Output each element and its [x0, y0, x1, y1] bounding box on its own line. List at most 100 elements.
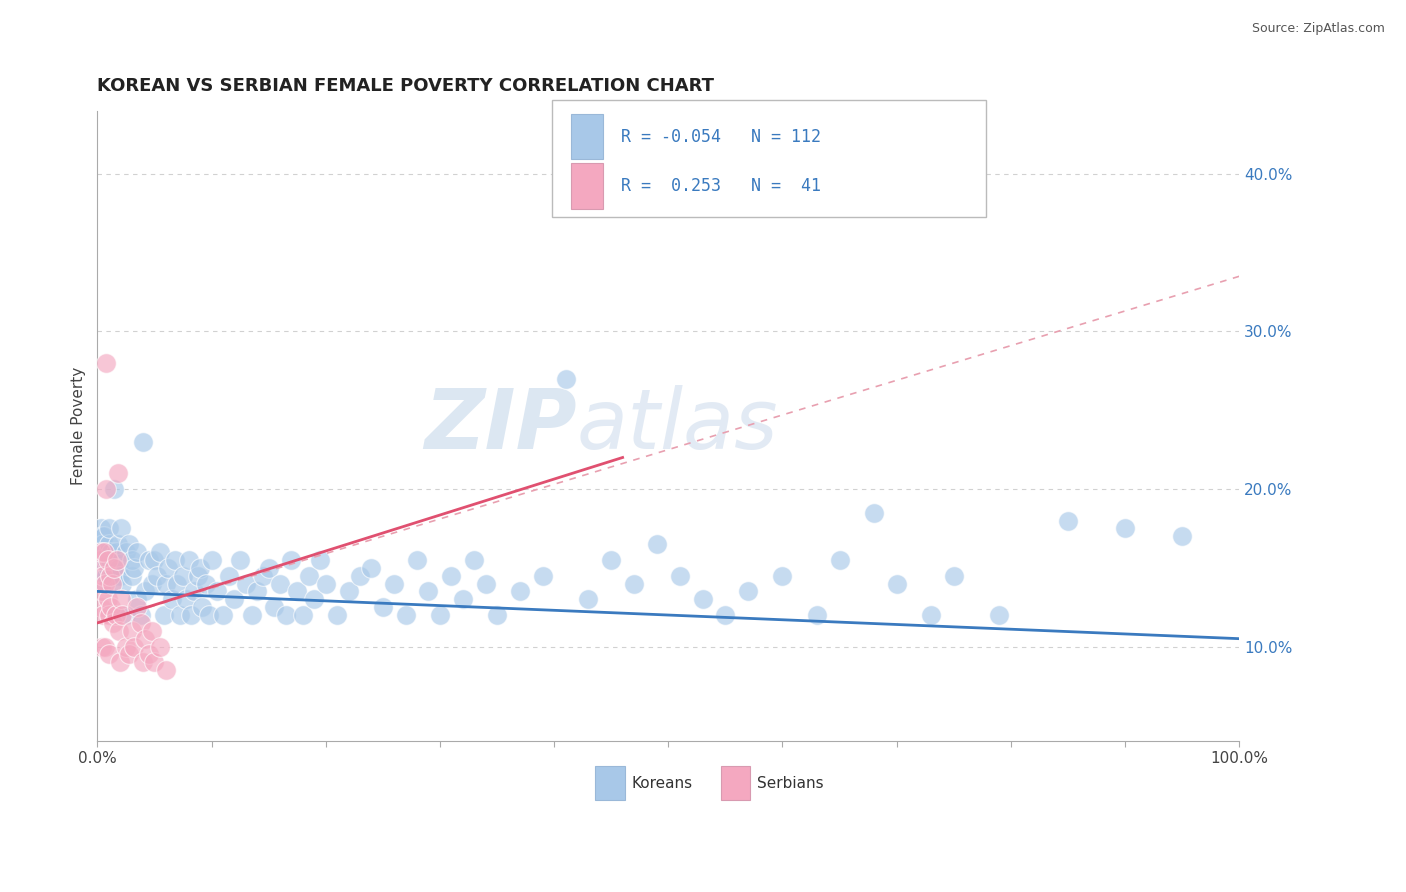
Point — [91, 568, 114, 582]
Point — [198, 608, 221, 623]
Point — [89, 553, 111, 567]
Text: R = -0.054   N = 112: R = -0.054 N = 112 — [621, 128, 821, 145]
Point — [91, 608, 114, 623]
Point — [132, 434, 155, 449]
Point — [118, 537, 141, 551]
Y-axis label: Female Poverty: Female Poverty — [72, 367, 86, 485]
Point — [90, 584, 112, 599]
Point — [90, 521, 112, 535]
Text: Koreans: Koreans — [631, 776, 693, 791]
Point — [1171, 529, 1194, 543]
Point — [107, 537, 129, 551]
Text: atlas: atlas — [576, 385, 779, 467]
Point — [94, 576, 117, 591]
Point — [772, 568, 794, 582]
Point — [141, 576, 163, 591]
Point — [104, 608, 127, 623]
Point — [263, 600, 285, 615]
Point — [149, 545, 172, 559]
Point — [246, 584, 269, 599]
Point — [97, 648, 120, 662]
Bar — [571, 114, 603, 160]
Point — [121, 553, 143, 567]
Point — [97, 553, 120, 567]
Point — [110, 592, 132, 607]
Text: KOREAN VS SERBIAN FEMALE POVERTY CORRELATION CHART: KOREAN VS SERBIAN FEMALE POVERTY CORRELA… — [97, 78, 714, 95]
Point — [138, 648, 160, 662]
Point — [187, 568, 209, 582]
Point — [115, 545, 138, 559]
Point — [155, 576, 177, 591]
Point — [252, 568, 274, 582]
Point — [121, 568, 143, 582]
Point — [160, 592, 183, 607]
Point — [714, 608, 737, 623]
Point — [94, 568, 117, 582]
Point — [668, 568, 690, 582]
Point — [285, 584, 308, 599]
Point — [97, 608, 120, 623]
Point — [191, 600, 214, 615]
Point — [91, 553, 114, 567]
Text: Serbians: Serbians — [758, 776, 824, 791]
Point — [100, 545, 122, 559]
Point — [149, 640, 172, 654]
Point — [212, 608, 235, 623]
Point — [429, 608, 451, 623]
Point — [132, 655, 155, 669]
Point — [129, 608, 152, 623]
Point — [96, 482, 118, 496]
Point — [103, 561, 125, 575]
Point — [166, 576, 188, 591]
Point — [93, 545, 115, 559]
Point — [463, 553, 485, 567]
Point — [304, 592, 326, 607]
Point — [485, 608, 508, 623]
Point — [229, 553, 252, 567]
Point — [134, 632, 156, 646]
Point — [576, 592, 599, 607]
Point — [309, 553, 332, 567]
Point — [297, 568, 319, 582]
Point — [207, 584, 229, 599]
Point — [554, 372, 576, 386]
Point — [96, 356, 118, 370]
Point — [920, 608, 942, 623]
Point — [103, 615, 125, 630]
FancyBboxPatch shape — [551, 100, 986, 217]
Bar — [595, 765, 624, 800]
Point — [129, 615, 152, 630]
Point — [183, 584, 205, 599]
Point — [274, 608, 297, 623]
Point — [101, 576, 124, 591]
Point — [108, 655, 131, 669]
Point — [240, 608, 263, 623]
Point — [382, 576, 405, 591]
Point — [326, 608, 349, 623]
Point — [737, 584, 759, 599]
Point — [1114, 521, 1136, 535]
Point — [143, 553, 166, 567]
Point — [163, 553, 186, 567]
Point — [988, 608, 1011, 623]
Point — [105, 568, 128, 582]
Point — [440, 568, 463, 582]
Point — [291, 608, 314, 623]
Point — [94, 640, 117, 654]
Text: Source: ZipAtlas.com: Source: ZipAtlas.com — [1251, 22, 1385, 36]
Point — [93, 529, 115, 543]
Point — [127, 600, 149, 615]
Point — [108, 561, 131, 575]
Point — [218, 568, 240, 582]
Point — [96, 568, 118, 582]
Point — [143, 655, 166, 669]
Bar — [721, 765, 751, 800]
Point — [280, 553, 302, 567]
Point — [103, 553, 125, 567]
Point — [89, 537, 111, 551]
Point — [623, 576, 645, 591]
Point — [90, 561, 112, 575]
Point — [451, 592, 474, 607]
Point — [172, 568, 194, 582]
Point — [115, 608, 138, 623]
